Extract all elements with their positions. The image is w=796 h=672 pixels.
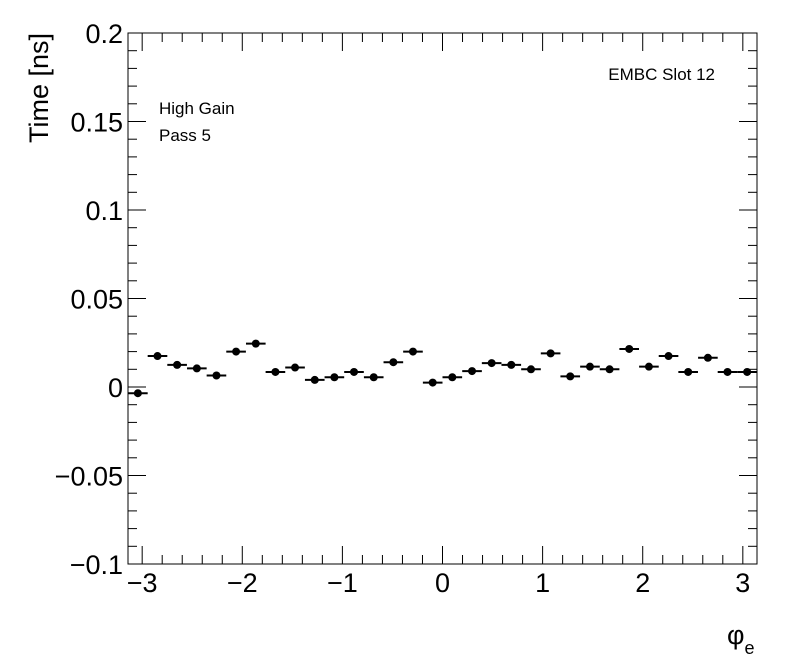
data-point xyxy=(678,367,698,376)
data-point xyxy=(619,344,640,353)
data-point-marker xyxy=(271,367,280,376)
data-point-marker xyxy=(487,359,496,368)
data-point-marker xyxy=(232,347,241,356)
data-point xyxy=(658,352,679,361)
y-tick-label: 0.1 xyxy=(85,196,123,226)
data-point-marker xyxy=(369,373,378,382)
data-point xyxy=(639,362,659,371)
data-point-marker xyxy=(546,349,555,358)
data-point-marker xyxy=(133,389,142,398)
data-point xyxy=(304,375,325,384)
data-point xyxy=(363,373,384,382)
data-point-marker xyxy=(468,367,477,376)
data-point-marker xyxy=(192,364,201,373)
data-point xyxy=(245,339,266,348)
x-tick-label: 3 xyxy=(735,568,750,598)
data-point-marker xyxy=(664,352,673,361)
data-point-marker xyxy=(625,344,634,353)
y-tick-label: 0.15 xyxy=(70,108,123,138)
data-point-marker xyxy=(389,358,398,367)
data-point xyxy=(344,367,364,376)
x-axis-title: φe xyxy=(727,620,755,658)
x-tick-label: −3 xyxy=(127,568,158,598)
x-tick-label: 2 xyxy=(635,568,650,598)
data-point xyxy=(540,349,561,358)
data-point-marker xyxy=(448,373,457,382)
data-point xyxy=(481,359,502,368)
data-point xyxy=(128,389,148,398)
y-axis-title: Time [ns] xyxy=(24,33,54,143)
data-point-marker xyxy=(330,373,339,382)
data-point-marker xyxy=(684,367,693,376)
data-point xyxy=(501,360,522,369)
y-tick-label: 0.2 xyxy=(85,19,123,49)
data-point xyxy=(403,347,423,356)
data-point-marker xyxy=(408,347,417,356)
data-point-marker xyxy=(605,365,614,374)
axis-tick-labels: −3 −2 −1 0 1 2 3 −0.1 −0.05 0 0.05 0.1 0.15 0.2 xyxy=(55,19,751,598)
data-point xyxy=(285,363,305,372)
x-tick-label: 0 xyxy=(435,568,450,598)
data-point xyxy=(560,372,581,381)
annotation-pass: Pass 5 xyxy=(159,126,211,145)
data-point xyxy=(580,362,600,371)
x-tick-label: −1 xyxy=(327,568,358,598)
data-point xyxy=(226,347,246,356)
data-points xyxy=(128,339,757,398)
y-tick-label: 0.05 xyxy=(70,285,123,315)
data-point xyxy=(717,367,738,376)
annotation-gain: High Gain xyxy=(159,99,235,118)
data-point-marker xyxy=(644,362,653,371)
data-point-marker xyxy=(173,360,182,369)
data-point xyxy=(324,373,345,382)
x-axis-title-main: φ xyxy=(727,620,745,650)
data-point xyxy=(167,360,187,369)
data-point xyxy=(422,378,443,387)
data-point xyxy=(206,371,227,380)
x-tick-label: −2 xyxy=(227,568,258,598)
data-point xyxy=(462,367,482,376)
data-point-marker xyxy=(251,339,260,348)
data-point-marker xyxy=(723,367,732,376)
y-tick-label: −0.1 xyxy=(70,550,123,580)
data-point-marker xyxy=(507,360,516,369)
x-axis-title-subscript: e xyxy=(745,638,755,658)
data-point xyxy=(265,367,286,376)
data-point-marker xyxy=(566,372,575,381)
y-tick-label: 0 xyxy=(108,373,123,403)
annotation-module: EMBC Slot 12 xyxy=(608,65,715,84)
y-tick-label: −0.05 xyxy=(55,462,123,492)
data-point-marker xyxy=(310,375,319,384)
data-point-marker xyxy=(526,365,535,374)
data-point xyxy=(383,358,404,367)
data-point-marker xyxy=(428,378,437,387)
data-point-marker xyxy=(350,367,359,376)
data-point xyxy=(521,365,541,374)
x-tick-label: 1 xyxy=(535,568,550,598)
data-point-marker xyxy=(291,363,300,372)
data-point xyxy=(442,373,463,382)
data-point-marker xyxy=(743,367,752,376)
data-point xyxy=(187,364,207,373)
data-point xyxy=(599,365,620,374)
data-point xyxy=(698,353,718,362)
data-point xyxy=(737,367,757,376)
data-point-marker xyxy=(585,362,594,371)
axis-ticks xyxy=(128,32,757,565)
data-point-marker xyxy=(212,371,221,380)
data-point-marker xyxy=(703,353,712,362)
data-point-marker xyxy=(153,352,162,361)
data-point xyxy=(147,352,168,361)
